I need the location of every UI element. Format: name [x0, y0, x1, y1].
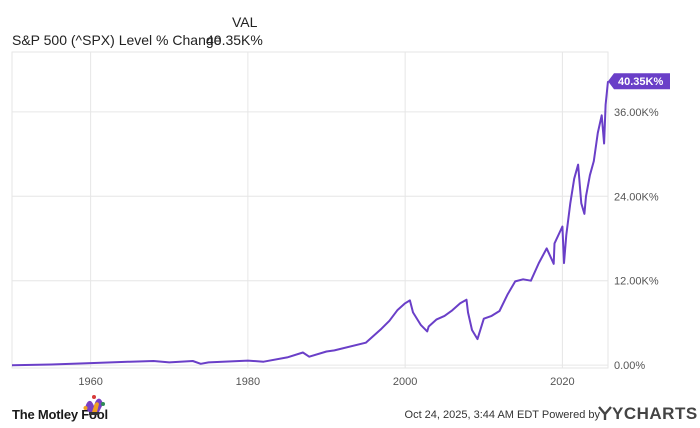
last-value-label: 40.35K%	[618, 76, 663, 88]
series-current-value: 40.35K%	[206, 32, 263, 48]
y-tick-label: 0.00%	[614, 360, 645, 372]
series-name: S&P 500 (^SPX) Level % Change	[12, 32, 222, 48]
timestamp: Oct 24, 2025, 3:44 AM EDT	[404, 409, 539, 421]
chart-header: VAL S&P 500 (^SPX) Level % Change 40.35K…	[0, 0, 700, 50]
last-value-badge-layer: 40.35K%	[608, 73, 670, 90]
x-tick-label: 1960	[78, 376, 102, 388]
y-tick-label: 24.00K%	[614, 191, 659, 203]
axis-layer: 0.00% 12.00K% 24.00K% 36.00K% 1960 1980 2000 20…	[78, 107, 658, 388]
value-column-label: VAL	[232, 14, 258, 30]
x-tick-label: 1980	[236, 376, 260, 388]
x-tick-label: 2000	[393, 376, 417, 388]
x-tick-label: 2020	[550, 376, 574, 388]
motley-fool-logo[interactable]: The Motley Fool	[12, 407, 108, 422]
ycharts-logo[interactable]: YCHARTS	[612, 404, 698, 424]
series-line	[11, 81, 609, 367]
ycharts-mark-icon	[598, 406, 612, 420]
y-tick-label: 12.00K%	[614, 276, 659, 288]
footer-timestamp-credit: Oct 24, 2025, 3:44 AM EDT Powered by	[405, 409, 600, 421]
series-layer	[11, 81, 609, 367]
plot-frame	[11, 51, 609, 369]
y-tick-label: 36.00K%	[614, 107, 659, 119]
jester-hat-icon	[83, 395, 105, 415]
ycharts-logo-text: YCHARTS	[612, 404, 698, 423]
powered-by-label: Powered by	[541, 409, 600, 421]
grid-layer	[11, 51, 609, 369]
last-value-badge	[608, 73, 670, 90]
